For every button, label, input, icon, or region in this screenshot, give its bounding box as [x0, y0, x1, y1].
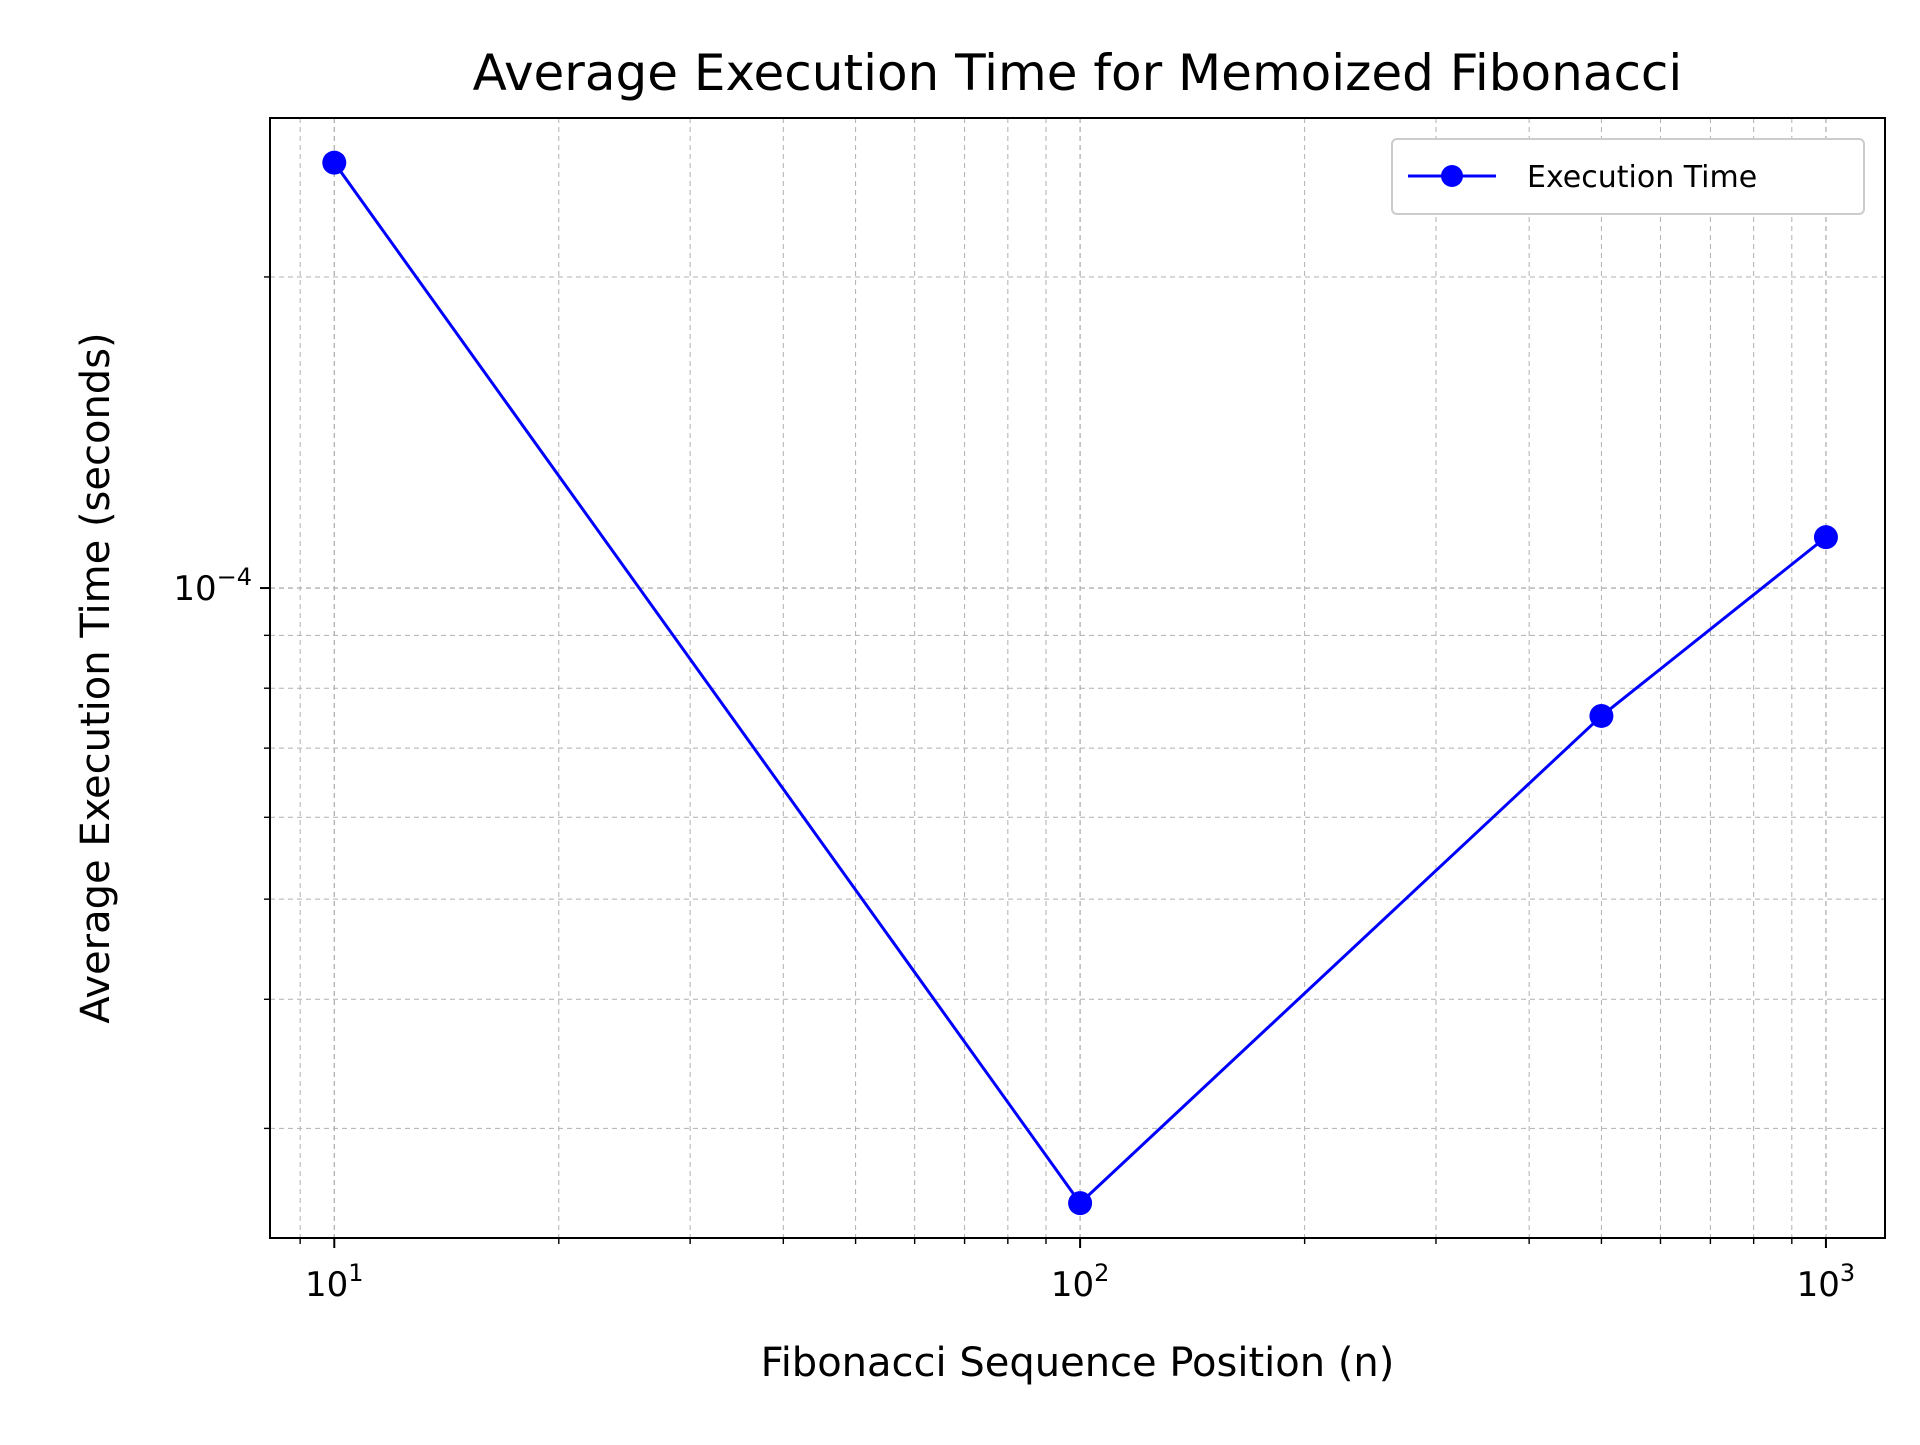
legend-marker-swatch	[1441, 165, 1463, 187]
legend: Execution Time	[1391, 138, 1865, 215]
series-layer	[322, 150, 1838, 1216]
data-point	[1589, 703, 1614, 728]
plot-frame	[269, 117, 1886, 1239]
legend-box	[1391, 138, 1865, 215]
data-point	[1813, 525, 1838, 550]
series-line	[333, 161, 1827, 1205]
x-tick-label: 101	[305, 1259, 364, 1305]
x-axis-label: Fibonacci Sequence Position (n)	[761, 1340, 1395, 1386]
y-axis-label: Average Execution Time (seconds)	[73, 332, 119, 1023]
x-tick-label: 102	[1051, 1259, 1110, 1305]
ticks: 101 102 103 10−4	[173, 276, 1856, 1305]
legend-label: Execution Time	[1527, 160, 1757, 195]
chart-title: Average Execution Time for Memoized Fibo…	[473, 44, 1683, 102]
y-tick-label: 10−4	[173, 563, 252, 609]
data-point	[322, 150, 347, 175]
x-tick-label: 103	[1797, 1259, 1856, 1305]
data-point	[1068, 1191, 1093, 1216]
grid	[270, 118, 1885, 1238]
